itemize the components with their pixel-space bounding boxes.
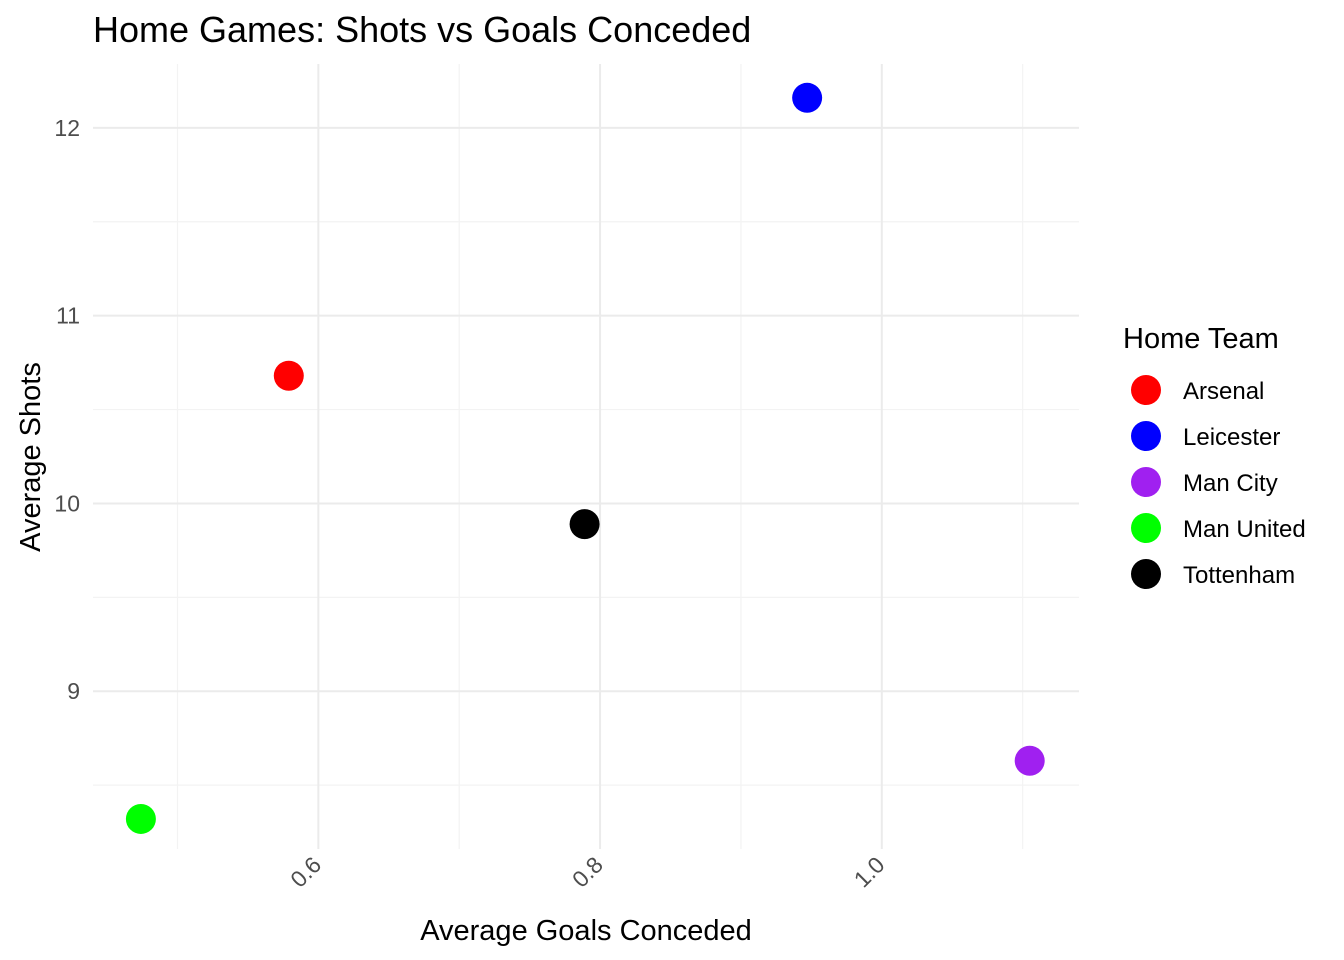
legend-items: Arsenal Leicester Man City Man United Totten… [1131,375,1306,589]
y-tick-label: 11 [56,303,80,329]
legend-label: Man City [1183,470,1278,497]
legend-title: Home Team [1123,323,1279,355]
chart-title: Home Games: Shots vs Goals Conceded [93,9,751,50]
data-point [792,82,823,113]
x-axis-ticks: 0.6 0.8 1.0 [285,851,889,892]
grid [93,64,1079,849]
legend: Home Team Arsenal Leicester Man City Man Un… [1123,323,1306,589]
legend-label: Arsenal [1183,378,1264,405]
legend-label: Tottenham [1183,562,1295,589]
data-point [569,509,600,540]
data-point [1014,745,1045,776]
x-tick-label: 0.6 [285,851,326,892]
data-point [125,803,156,834]
y-tick-label: 10 [54,490,80,516]
data-point [273,360,304,391]
data-points [125,82,1045,834]
legend-label: Leicester [1183,424,1280,451]
legend-key [1131,421,1161,451]
legend-key [1131,559,1161,589]
y-tick-label: 12 [54,115,80,141]
x-tick-label: 0.8 [567,851,608,892]
x-tick-label: 1.0 [849,851,890,892]
legend-label: Man United [1183,516,1306,543]
legend-key [1131,375,1161,405]
legend-key [1131,513,1161,543]
legend-key [1131,467,1161,497]
y-axis-title: Average Shots [15,362,47,552]
y-axis-ticks: 9 10 11 12 [54,115,80,704]
y-tick-label: 9 [67,678,80,704]
x-axis-title: Average Goals Conceded [420,915,752,947]
